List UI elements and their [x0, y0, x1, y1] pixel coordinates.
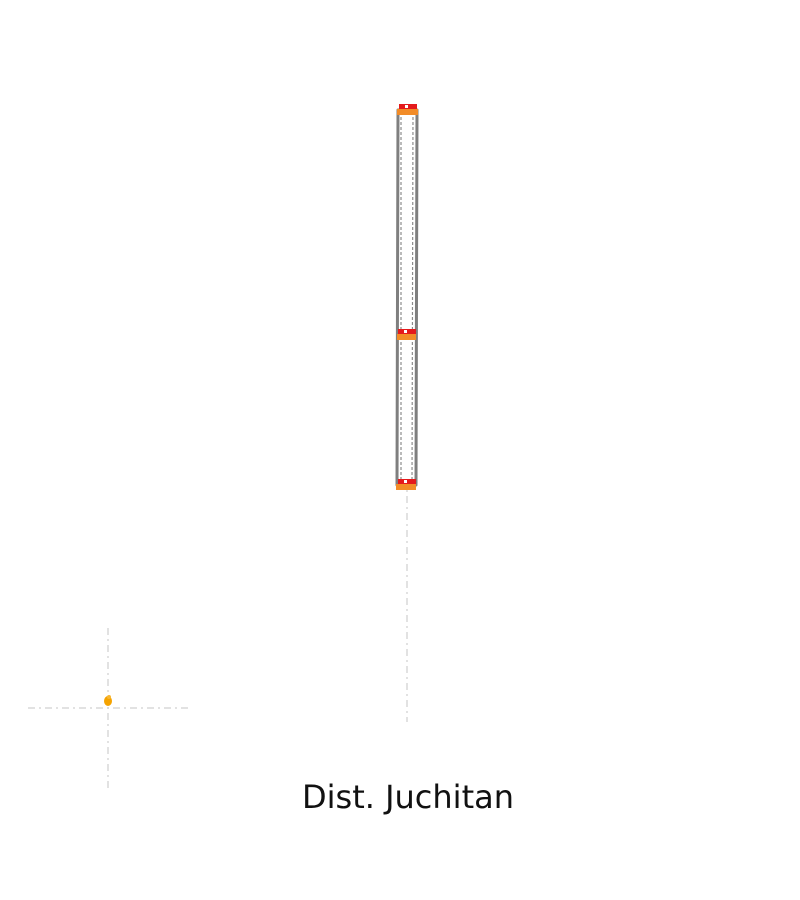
road-outline — [395, 108, 419, 487]
road-shape — [395, 108, 419, 487]
district-label: Dist. Juchitan — [301, 778, 514, 816]
road-inner-edge — [400, 111, 414, 484]
stop-marker-middle — [397, 329, 416, 340]
stop-marker-bottom — [396, 479, 416, 490]
point-marker — [104, 695, 112, 706]
guide-lines — [28, 105, 408, 788]
stop-marker-top — [397, 104, 418, 115]
